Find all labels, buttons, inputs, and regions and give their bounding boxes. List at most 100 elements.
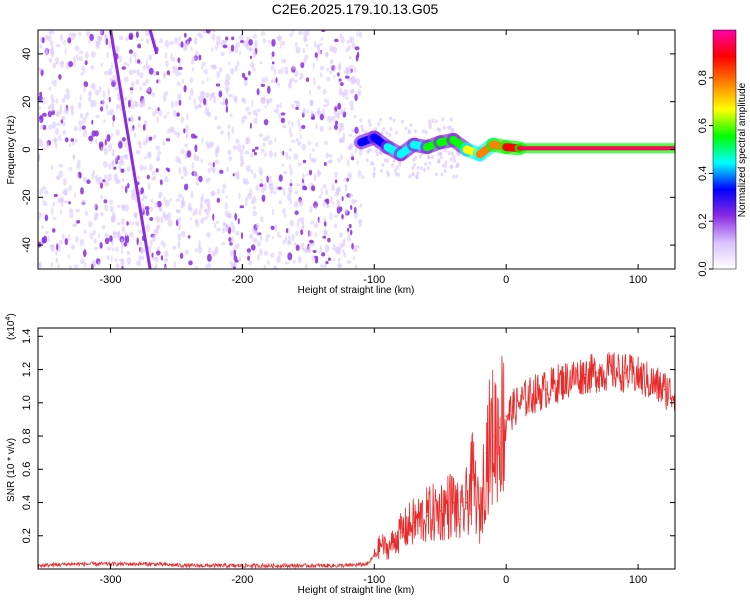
spectrogram-noise-cell (275, 107, 279, 115)
spectrogram-noise-cell (72, 62, 76, 68)
spectrogram-noise-cell (230, 249, 235, 258)
spectrogram-noise-cell (250, 169, 254, 175)
spectrogram-noise-cell (91, 263, 94, 269)
spectrogram-noise-cell (38, 211, 41, 220)
spectrogram-noise-cell (135, 78, 140, 85)
spectrogram-noise-cell (64, 48, 67, 55)
spectrogram-noise-cell (45, 141, 49, 149)
spectrogram-noise-cell (282, 125, 287, 129)
snr-data-point (544, 388, 547, 391)
colorbar-label: Normalized spectral amplitude (737, 82, 748, 217)
spectrogram-noise-cell (281, 163, 285, 167)
colorbar-tick-label: 0.2 (697, 214, 709, 229)
spectrogram-noise-cell (160, 255, 164, 261)
spectrogram-noise-cell (276, 35, 282, 41)
spectrogram-noise-cell (204, 198, 210, 202)
spectrogram-noise-cell (340, 36, 345, 44)
spectrogram-noise-cell (182, 43, 188, 51)
figure-title: C2E6.2025.179.10.13.G05 (272, 1, 439, 17)
spectrogram-noise-cell (438, 151, 442, 156)
spectrogram-noise-cell (128, 220, 132, 226)
spectrogram-noise-cell (164, 51, 168, 59)
spectrogram-noise-cell (349, 105, 354, 111)
spectrogram-noise-cell (440, 172, 444, 177)
spectrogram-noise-cell (349, 36, 352, 44)
spectrogram-noise-cell (415, 175, 419, 180)
spectrogram-noise-cell (258, 167, 263, 175)
spectrogram-noise-cell (349, 143, 353, 150)
spectrogram-noise-cell (268, 150, 273, 158)
spectrogram-noise-cell (260, 178, 263, 184)
spectrogram-noise-cell (183, 32, 187, 38)
spectrogram-noise-cell (266, 99, 270, 106)
spectrogram-noise-cell (324, 244, 330, 253)
spectrogram-noise-cell (177, 217, 182, 224)
spectrogram-noise-cell (69, 143, 72, 148)
spectrogram-noise-cell (65, 88, 70, 94)
spectrogram-noise-cell (318, 50, 322, 56)
spectrogram-noise-cell (104, 237, 110, 244)
spectrogram-noise-cell (256, 108, 261, 113)
snr-data-point (610, 370, 613, 373)
spectrogram-noise-cell (304, 248, 309, 254)
spectrogram-noise-cell (313, 222, 319, 228)
spectrogram-noise-cell (227, 149, 232, 156)
spectrogram-noise-cell (57, 264, 60, 269)
spectrogram-noise-cell (151, 198, 154, 204)
spectrogram-noise-cell (243, 97, 246, 105)
spectrogram-noise-cell (337, 102, 342, 110)
spectrogram-noise-cell (268, 39, 271, 45)
spectrogram-noise-cell (193, 266, 199, 269)
snr-marks (38, 352, 675, 569)
spectrogram-noise-cell (216, 35, 221, 44)
snr-data-point (149, 563, 151, 565)
spectrogram-noise-cell (245, 165, 251, 172)
spectrogram-noise-cell (337, 72, 340, 77)
spectrogram-noise-cell (205, 177, 209, 184)
spectrogram-noise-cell (359, 84, 362, 89)
spectrogram-noise-cell (355, 54, 359, 62)
spectrogram-noise-cell (354, 126, 359, 134)
x-tick-label: -300 (100, 574, 122, 586)
spectrogram-noise-cell (59, 239, 64, 245)
spectrogram-noise-cell (320, 72, 323, 78)
spectrogram-noise-cell (84, 210, 89, 216)
spectrogram-noise-cell (47, 110, 53, 118)
spectrogram-marks (38, 30, 675, 269)
spectrogram-noise-cell (174, 68, 180, 77)
spectrogram-noise-cell (137, 175, 141, 180)
spectrogram-noise-cell (93, 238, 97, 244)
snr-data-point (498, 426, 501, 429)
spectrogram-noise-cell (229, 49, 232, 55)
spectrogram-noise-cell (249, 122, 252, 129)
spectrogram-noise-cell (160, 216, 164, 224)
spectrogram-noise-cell (191, 162, 194, 170)
y-tick-label: 0.6 (21, 462, 33, 477)
spectrogram-noise-cell (449, 157, 453, 162)
spectrogram-noise-cell (338, 264, 343, 268)
spectrogram-noise-cell (315, 111, 318, 116)
spectrogram-noise-cell (234, 45, 238, 54)
spectrogram-noise-cell (424, 130, 428, 135)
spectrogram-noise-cell (447, 125, 451, 130)
spectrogram-noise-cell (353, 206, 357, 214)
spectrogram-noise-cell (118, 165, 122, 170)
spectrogram-noise-cell (277, 186, 283, 190)
spectrogram-noise-cell (413, 129, 417, 134)
spectrogram-noise-cell (184, 249, 189, 256)
spectrogram-noise-cell (307, 109, 310, 114)
spectrogram-noise-cell (49, 30, 52, 37)
spectrogram-noise-cell (83, 85, 86, 93)
spectrogram-noise-cell (176, 81, 181, 87)
spectrogram-noise-cell (227, 124, 231, 129)
spectrogram-noise-cell (164, 213, 167, 219)
spectrogram-noise-cell (234, 259, 239, 263)
spectrogram-noise-cell (149, 217, 154, 221)
spectrogram-noise-cell (301, 143, 307, 151)
spectrogram-noise-cell (180, 205, 183, 209)
spectrogram-noise-cell (91, 51, 96, 58)
snr-data-point (472, 476, 475, 479)
spectrogram-noise-cell (259, 248, 263, 256)
spectrogram-noise-cell (165, 138, 171, 142)
spectrogram-noise-cell (118, 55, 123, 63)
